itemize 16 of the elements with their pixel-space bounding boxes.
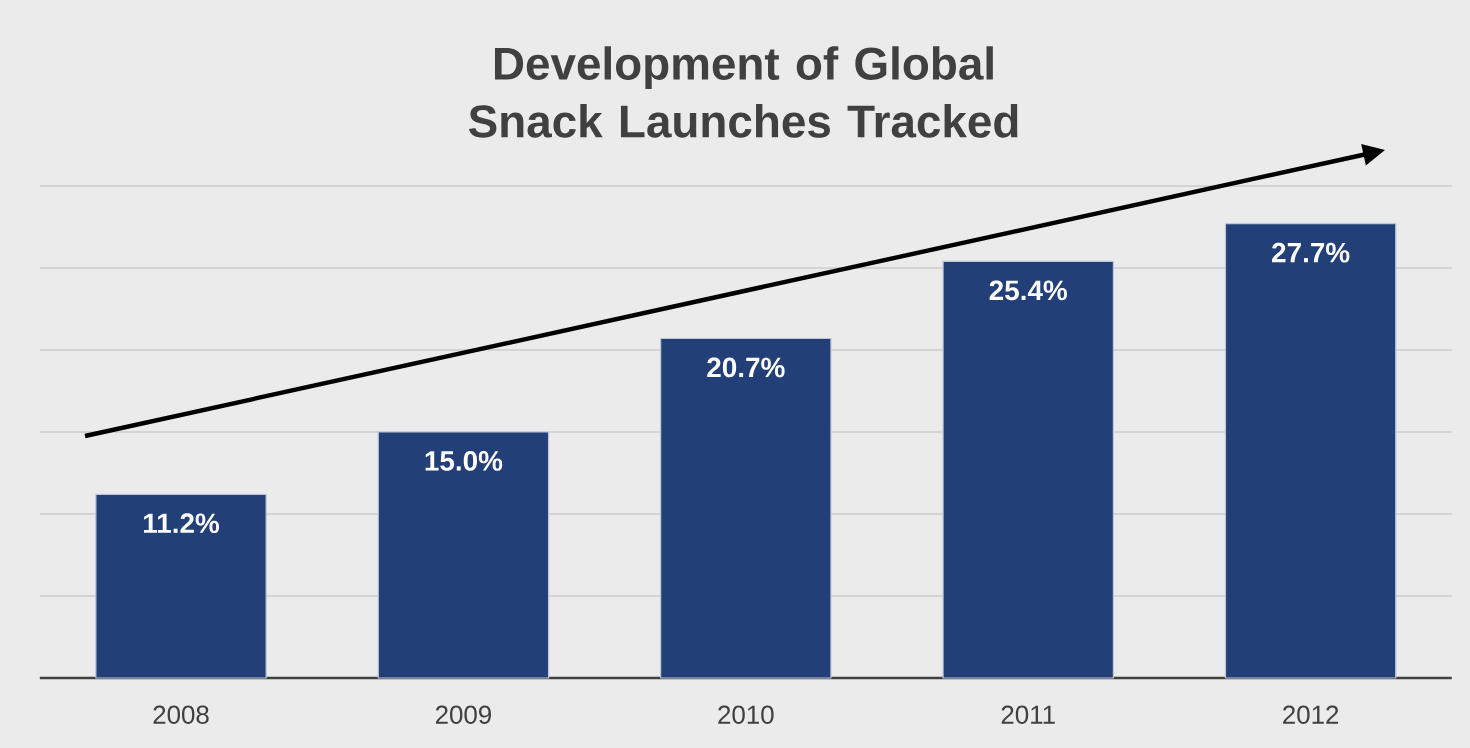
bar [95,493,267,679]
bar [660,337,832,679]
bar [942,260,1114,679]
data-label: 27.7% [1272,242,1350,263]
chart-title: Development of Global Snack Launches Tracked [468,46,1018,138]
x-tick-label: 2011 [1001,705,1055,724]
x-tick-label: 2010 [718,705,774,724]
x-tick-label: 2012 [1283,705,1339,724]
data-label: 11.2% [143,513,220,534]
data-label: 20.7% [707,357,785,378]
data-label: 25.4% [989,280,1068,301]
x-tick-label: 2008 [153,705,209,724]
x-tick-label: 2009 [435,705,491,724]
bar [1224,223,1397,679]
data-label: 15.0% [425,451,503,471]
bar [377,431,550,679]
